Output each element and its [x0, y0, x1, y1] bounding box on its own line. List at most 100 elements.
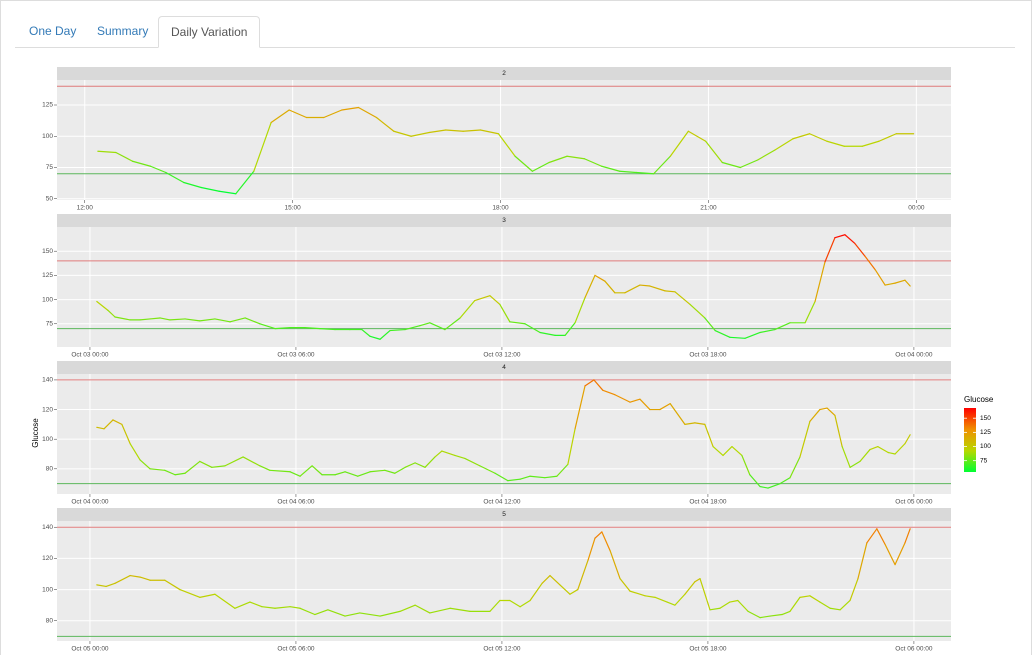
line-segment [261, 606, 276, 609]
line-segment [519, 475, 531, 480]
line-segment [479, 129, 500, 135]
line-segment [749, 474, 761, 488]
line-segment [444, 317, 461, 331]
strip [57, 361, 951, 374]
line-segment [410, 131, 430, 137]
line-segment [459, 299, 476, 319]
line-segment [96, 584, 107, 588]
line-segment [131, 160, 152, 167]
line-segment [884, 282, 896, 286]
line-segment [583, 158, 603, 167]
line-segment [819, 407, 828, 411]
line-segment [319, 328, 336, 331]
line-segment [624, 284, 641, 294]
line-segment [849, 578, 859, 602]
line-segment [601, 531, 611, 552]
line-segment [839, 599, 851, 611]
panel-title: 5 [502, 511, 506, 518]
line-segment [341, 106, 360, 111]
tab[interactable]: Daily Variation [158, 16, 261, 48]
line-segment [115, 151, 134, 162]
line-segment [519, 599, 531, 608]
panel-title: 2 [502, 70, 506, 77]
line-segment [834, 234, 846, 239]
panel-background [57, 374, 951, 494]
line-segment [574, 297, 586, 324]
y-tick-label: 80 [46, 466, 54, 473]
line-segment [253, 121, 272, 172]
line-segment [112, 419, 123, 425]
y-tick-label: 75 [46, 164, 54, 171]
line-segment [299, 607, 316, 616]
line-segment [129, 574, 141, 578]
line-segment [712, 445, 724, 457]
legend-label: 150 [980, 415, 991, 422]
line-segment [474, 295, 491, 302]
line-segment [814, 261, 826, 303]
line-segment [96, 426, 105, 430]
line-segment [541, 574, 551, 584]
line-segment [414, 604, 431, 614]
line-segment [719, 601, 731, 609]
line-segment [235, 170, 255, 195]
line-segment [479, 465, 496, 474]
line-segment [369, 335, 381, 340]
tab[interactable]: One Day [29, 24, 77, 38]
line-segment [844, 234, 856, 245]
line-segment [107, 309, 116, 318]
y-tick-label: 150 [42, 248, 53, 255]
line-segment [229, 317, 246, 323]
line-segment [894, 443, 906, 455]
line-segment [548, 155, 568, 164]
line-segment [877, 445, 889, 454]
line-segment [687, 130, 707, 142]
line-segment [574, 385, 586, 430]
legend-label: 125 [980, 429, 991, 436]
line-segment [449, 607, 471, 612]
line-segment [602, 389, 616, 396]
line-segment [705, 140, 723, 164]
line-segment [639, 398, 651, 411]
line-segment [689, 303, 706, 319]
line-segment [644, 595, 656, 598]
line-segment [234, 601, 251, 609]
y-tick-label: 120 [42, 555, 53, 562]
line-segment [566, 155, 585, 160]
line-segment [159, 317, 171, 321]
line-segment [509, 321, 526, 325]
line-segment [441, 450, 456, 457]
line-segment [819, 601, 831, 609]
line-segment [635, 171, 655, 175]
line-segment [709, 607, 721, 611]
line-segment [304, 327, 321, 330]
line-segment [769, 613, 783, 617]
line-segment [169, 318, 186, 321]
line-segment [674, 593, 686, 606]
tab[interactable]: Summary [97, 24, 149, 38]
line-segment [861, 140, 880, 147]
line-segment [869, 445, 879, 451]
y-tick-label: 140 [42, 377, 53, 384]
line-segment [721, 161, 741, 169]
x-tick-label: Oct 05 12:00 [483, 646, 521, 653]
line-segment [379, 610, 401, 617]
line-segment [799, 595, 811, 598]
line-segment [876, 528, 886, 545]
line-segment [744, 331, 761, 339]
x-tick-label: Oct 05 00:00 [895, 499, 933, 506]
line-segment [269, 469, 291, 473]
line-segment [183, 181, 202, 189]
line-segment [259, 323, 276, 330]
line-segment [327, 609, 346, 617]
x-tick-label: Oct 03 12:00 [483, 352, 521, 359]
line-segment [389, 328, 406, 332]
line-segment [594, 531, 603, 539]
line-segment [419, 322, 431, 327]
y-tick-label: 140 [42, 524, 53, 531]
panel-background [57, 80, 951, 200]
line-segment [414, 462, 426, 468]
strip [57, 214, 951, 227]
x-tick-label: Oct 04 00:00 [71, 499, 109, 506]
